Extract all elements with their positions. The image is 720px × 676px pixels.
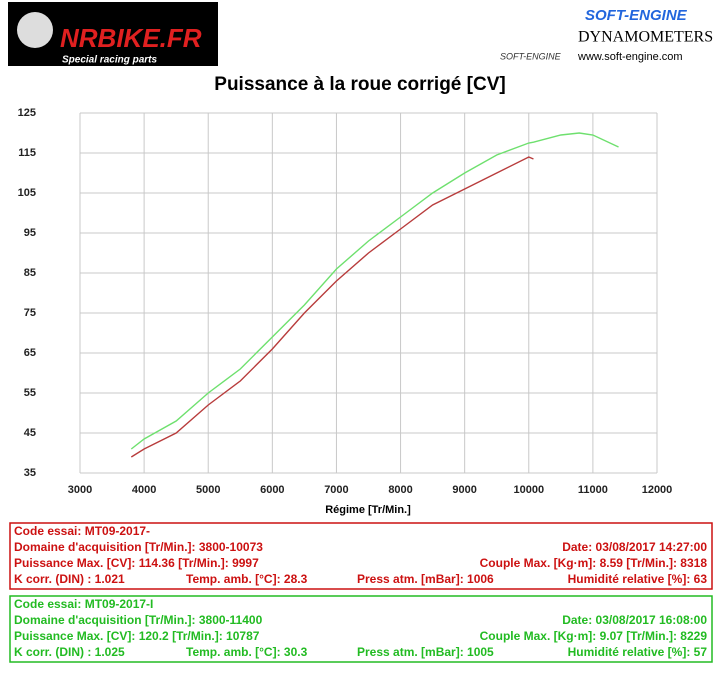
y-tick-label: 45 <box>24 427 36 439</box>
run-info: Puissance Max. [CV]: 114.36 [Tr/Min.]: 9… <box>14 556 259 570</box>
run-info: Code essai: MT09-2017- <box>14 524 150 538</box>
x-tick-label: 5000 <box>196 484 220 496</box>
right-brand: SOFT-ENGINE <box>585 7 688 24</box>
run-info: Code essai: MT09-2017-I <box>14 597 153 611</box>
run-info: Domaine d'acquisition [Tr/Min.]: 3800-10… <box>14 540 263 554</box>
run-info: Temp. amb. [°C]: 28.3 <box>186 572 308 586</box>
x-tick-label: 12000 <box>642 484 673 496</box>
helmet-icon <box>17 12 53 48</box>
x-tick-label: 10000 <box>513 484 544 496</box>
series-line <box>130 156 534 458</box>
y-tick-label: 75 <box>24 307 36 319</box>
run-box <box>9 522 713 590</box>
y-tick-label: 105 <box>18 187 36 199</box>
y-tick-label: 95 <box>24 227 36 239</box>
y-tick-label: 35 <box>24 467 36 479</box>
left-tagline: Special racing parts <box>62 55 157 66</box>
left-logo: NRBIKE.FR <box>60 23 202 53</box>
y-tick-label: 125 <box>18 107 36 119</box>
run-info: Temp. amb. [°C]: 30.3 <box>186 645 308 659</box>
x-tick-label: 7000 <box>324 484 348 496</box>
run-info: Couple Max. [Kg·m]: 9.07 [Tr/Min.]: 8229 <box>480 629 708 643</box>
right-small: SOFT-ENGINE <box>500 51 562 61</box>
run-box <box>9 595 713 663</box>
y-tick-label: 55 <box>24 387 36 399</box>
run-info: Humidité relative [%]: 63 <box>568 572 708 586</box>
right-title: DYNAMOMETERS <box>578 29 713 46</box>
y-tick-label: 115 <box>18 147 36 159</box>
run-info: Domaine d'acquisition [Tr/Min.]: 3800-11… <box>14 613 263 627</box>
x-tick-label: 9000 <box>452 484 476 496</box>
x-tick-label: 3000 <box>68 484 92 496</box>
right-url: www.soft-engine.com <box>577 51 683 63</box>
x-tick-label: 8000 <box>388 484 412 496</box>
run-info: Press atm. [mBar]: 1005 <box>357 645 494 659</box>
run-info: Press atm. [mBar]: 1006 <box>357 572 494 586</box>
run-info: K corr. (DIN) : 1.025 <box>14 645 125 659</box>
y-tick-label: 85 <box>24 267 36 279</box>
x-tick-label: 6000 <box>260 484 284 496</box>
chart-title: Puissance à la roue corrigé [CV] <box>214 74 505 95</box>
run-info: Puissance Max. [CV]: 120.2 [Tr/Min.]: 10… <box>14 629 260 643</box>
x-tick-label: 4000 <box>132 484 156 496</box>
x-tick-label: 11000 <box>578 484 608 496</box>
run-info: Couple Max. [Kg·m]: 8.59 [Tr/Min.]: 8318 <box>480 556 708 570</box>
series-line <box>130 132 619 450</box>
run-info: K corr. (DIN) : 1.021 <box>14 572 125 586</box>
y-tick-label: 65 <box>24 347 36 359</box>
x-axis-label: Régime [Tr/Min.] <box>325 504 411 516</box>
run-info: Humidité relative [%]: 57 <box>568 645 708 659</box>
run-info: Date: 03/08/2017 16:08:00 <box>562 613 707 627</box>
run-info: Date: 03/08/2017 14:27:00 <box>562 540 707 554</box>
